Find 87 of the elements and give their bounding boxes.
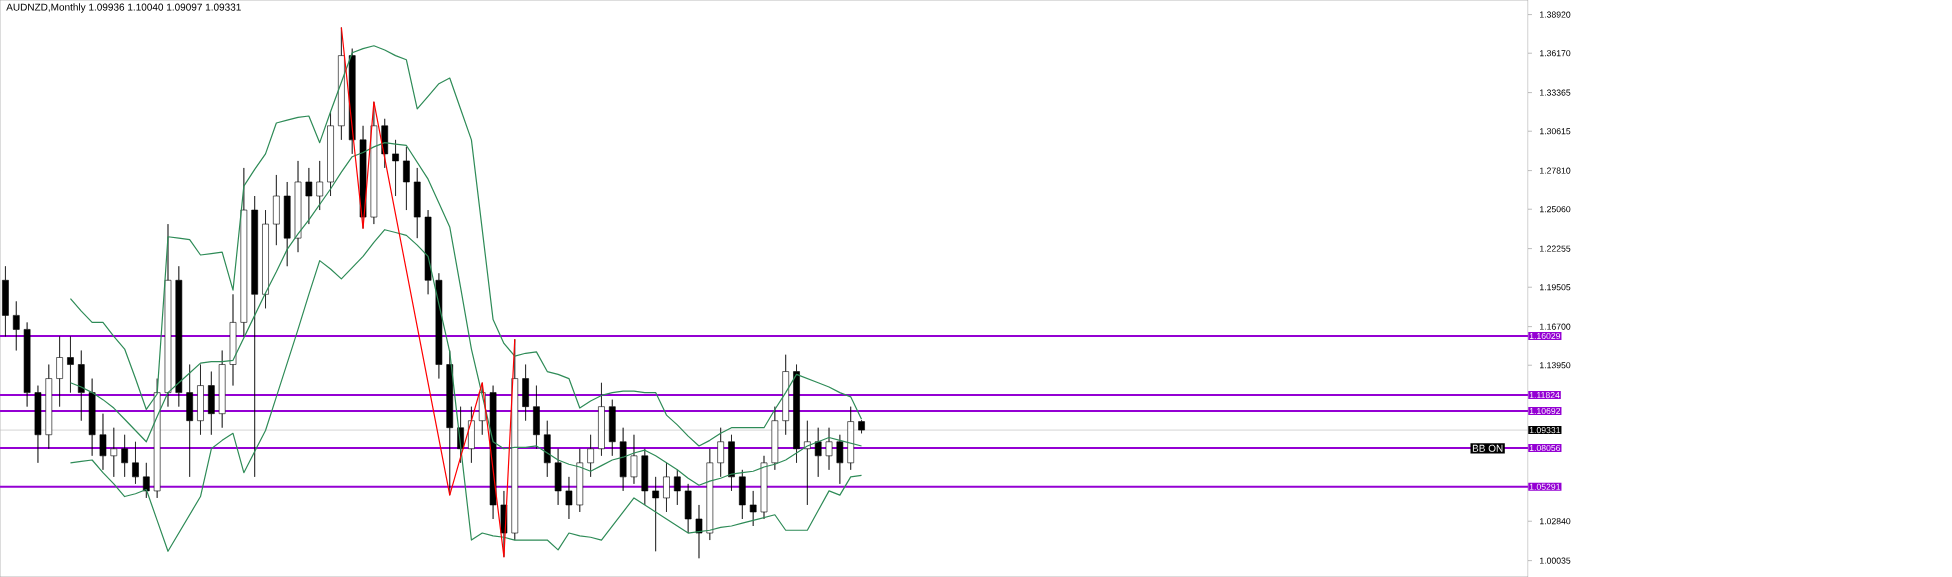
candlestick [121, 434, 128, 478]
y-tick-label: 1.16700 [1540, 323, 1571, 330]
candlestick [717, 427, 724, 478]
y-tick-label: 1.36170 [1540, 50, 1571, 57]
candlestick [424, 209, 432, 295]
candlestick [836, 434, 844, 485]
candlestick [576, 448, 584, 513]
candlestick [847, 406, 855, 471]
candlestick [175, 265, 183, 407]
ref-line-label: 1.16029 [1529, 332, 1561, 340]
candlestick [663, 462, 670, 513]
y-tick-label: 1.22255 [1540, 245, 1571, 252]
candlestick [533, 385, 540, 450]
candlestick [684, 483, 692, 534]
y-tick-label: 1.25060 [1540, 206, 1571, 213]
candlestick [641, 448, 649, 506]
candlestick [403, 146, 410, 211]
candlestick [34, 385, 42, 464]
candlestick [132, 441, 139, 485]
candlestick [739, 469, 746, 520]
candlestick [316, 160, 324, 211]
candlestick [262, 209, 269, 309]
ref-line-label: 1.05291 [1529, 483, 1561, 490]
candlestick [793, 364, 800, 464]
y-tick-label: 1.00035 [1540, 557, 1571, 564]
candlestick [673, 469, 681, 506]
candlestick [728, 434, 735, 492]
candlestick [413, 167, 421, 239]
ref-line-label: 1.11824 [1529, 392, 1560, 399]
candlestick [110, 427, 118, 478]
candlestick [825, 427, 833, 471]
candlestick [45, 364, 53, 450]
candlestick [760, 455, 768, 520]
y-tick-label: 1.13950 [1540, 362, 1571, 369]
y-tick-label: 1.27810 [1540, 167, 1571, 174]
ref-line-label: 1.10692 [1529, 407, 1561, 415]
candlestick [608, 399, 616, 457]
y-tick-label: 1.30615 [1540, 128, 1571, 135]
candlestick [652, 476, 659, 552]
candlestick [858, 419, 865, 434]
candlestick [814, 427, 822, 478]
chart-title: AUDNZD,Monthly 1.09936 1.10040 1.09097 1.09331 [6, 3, 241, 13]
candlestick [88, 378, 96, 457]
candlestick [305, 167, 313, 225]
candlestick [56, 336, 63, 407]
candlestick [619, 427, 627, 492]
candlestick [99, 413, 107, 471]
candlestick [435, 272, 443, 379]
candlestick [771, 406, 779, 471]
candlestick [598, 382, 605, 457]
candlestick [186, 364, 193, 478]
candlestick [23, 322, 31, 407]
candlestick [782, 354, 790, 436]
candlestick [142, 462, 150, 499]
candlestick [554, 448, 562, 506]
candlestick [67, 336, 74, 393]
candlestick [240, 167, 248, 337]
ref-line-label: 1.08056 [1529, 444, 1561, 452]
candlestick [12, 301, 20, 351]
candlestick [164, 223, 172, 407]
candlestick [543, 420, 551, 478]
y-tick-label: 1.33365 [1540, 89, 1571, 96]
y-tick-label: 1.02840 [1540, 518, 1571, 525]
candlestick [294, 160, 302, 253]
candlestick [77, 350, 85, 421]
candlestick [468, 406, 475, 464]
candlestick [197, 364, 204, 436]
y-tick-label: 1.38920 [1540, 11, 1571, 18]
candlestick [273, 174, 280, 246]
ref-line-label: 1.09331 [1529, 427, 1561, 434]
candlestick [2, 265, 9, 337]
candlestick [392, 139, 399, 197]
candlestick [229, 294, 237, 386]
candlestick [283, 181, 291, 267]
candlestick [565, 476, 573, 520]
candlestick [218, 350, 226, 429]
candlestick [695, 504, 703, 559]
candlestick [706, 448, 714, 541]
candlestick [327, 111, 334, 197]
candlestick [630, 434, 638, 485]
candlestick [522, 364, 529, 421]
candlestick [587, 434, 594, 478]
annotation: BB ON [1472, 444, 1503, 452]
candlestick [251, 195, 259, 478]
y-tick-label: 1.19505 [1540, 284, 1571, 291]
candlestick [749, 490, 757, 527]
candlestick [208, 371, 215, 436]
